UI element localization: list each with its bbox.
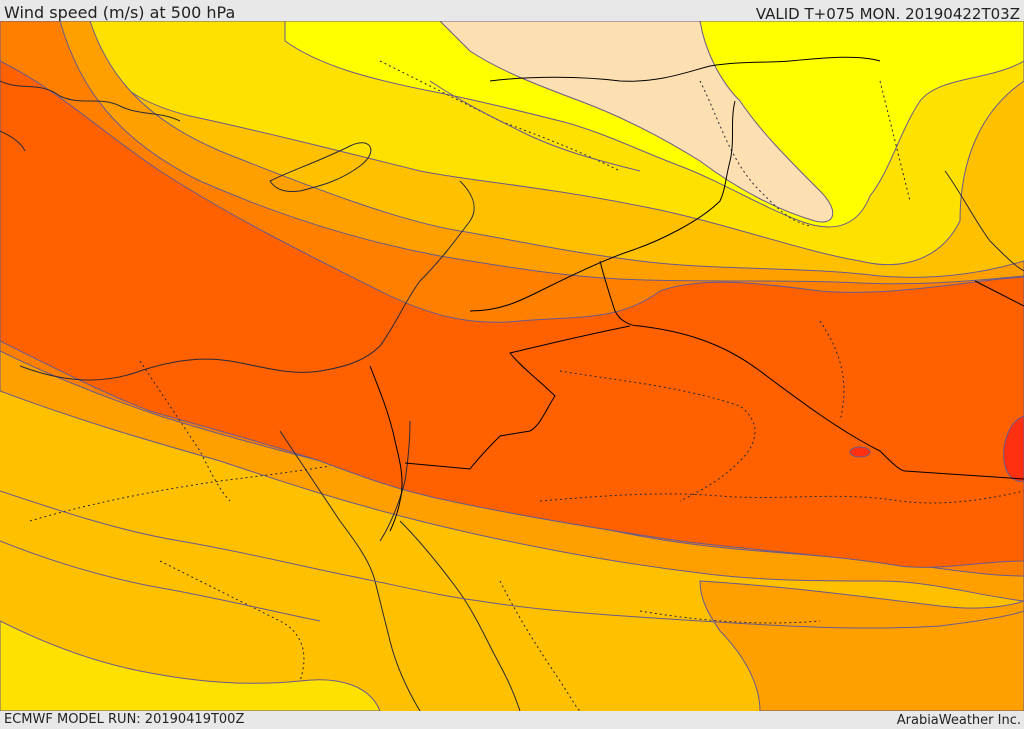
band-gold-lower-left (0, 620, 381, 711)
contour-lines (0, 80, 1024, 629)
footer-bar: ECMWF MODEL RUN: 20190419T00Z ArabiaWeat… (0, 711, 1024, 729)
coastlines (0, 80, 1024, 711)
major-borders (369, 56, 1024, 532)
model-run: ECMWF MODEL RUN: 20190419T00Z (4, 712, 245, 727)
wind-speed-map (0, 21, 1024, 711)
map-title: Wind speed (m/s) at 500 hPa (4, 3, 236, 22)
band-orange-lower-right (699, 580, 1024, 711)
band-light-peach (439, 21, 834, 223)
country-borders (29, 60, 1024, 711)
band-red-orange (0, 60, 1024, 568)
header-bar: Wind speed (m/s) at 500 hPa VALID T+075 … (0, 0, 1024, 23)
valid-time: VALID T+075 MON. 20190422T03Z (755, 5, 1020, 23)
band-red-small (849, 446, 871, 458)
credit: ArabiaWeather Inc. (896, 713, 1021, 728)
band-red (1003, 415, 1024, 482)
